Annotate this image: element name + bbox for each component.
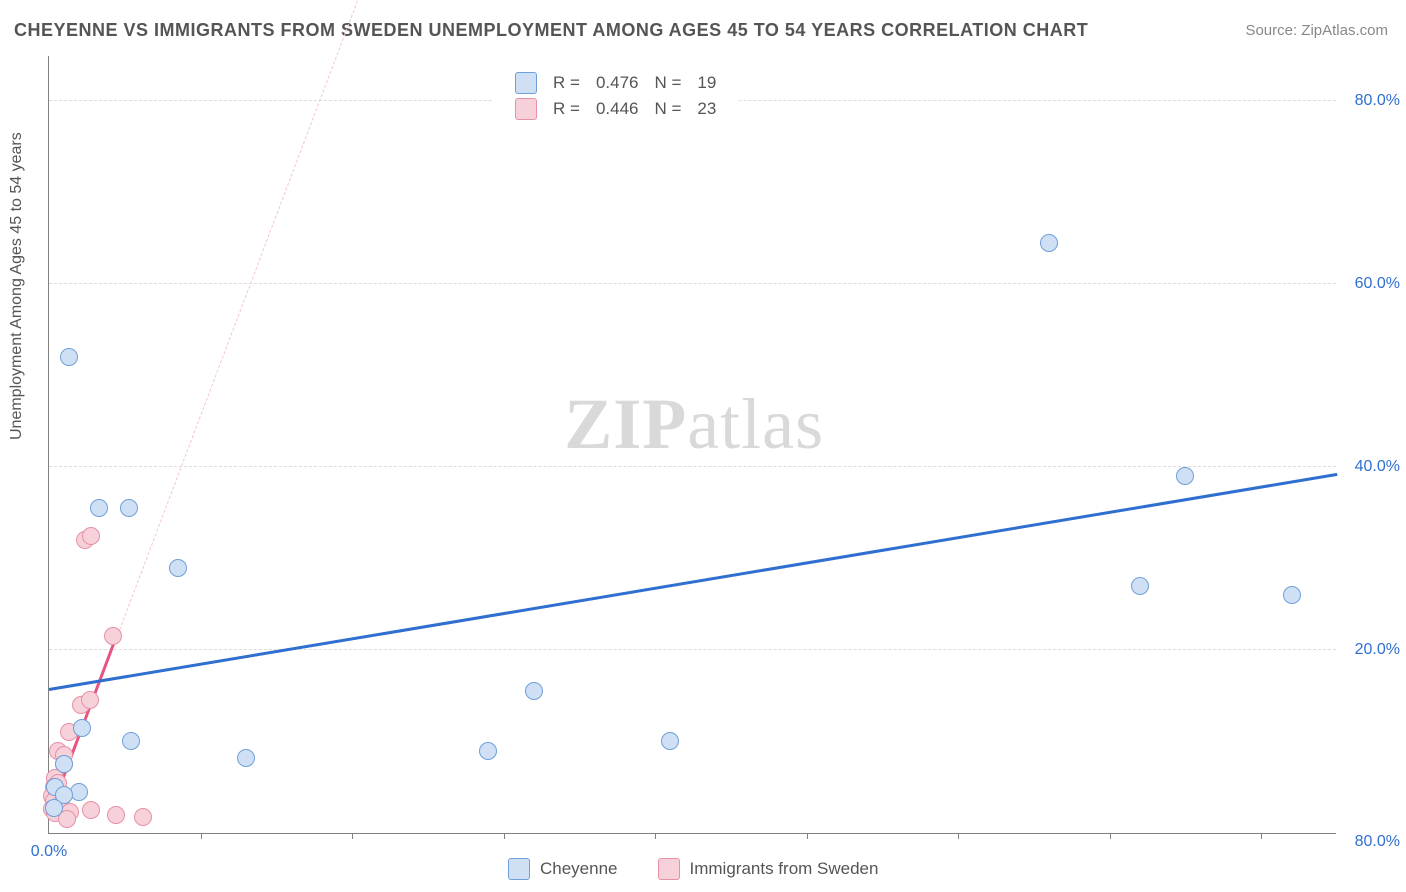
scatter-point [70,783,88,801]
x-tick [1261,833,1262,839]
x-tick [807,833,808,839]
scatter-point [479,742,497,760]
gridline [49,283,1336,284]
legend-n-value: 19 [689,70,724,96]
y-tick-label: 60.0% [1340,275,1400,293]
gridline [49,649,1336,650]
scatter-point [1176,467,1194,485]
x-tick [1110,833,1111,839]
legend-n-label: N = [646,96,689,122]
legend-r-label: R = [545,70,588,96]
legend-swatch-icon [658,858,680,880]
scatter-point [1131,577,1149,595]
x-max-label: 80.0% [1340,833,1400,851]
legend-series-name: Cheyenne [540,859,618,879]
gridline [49,466,1336,467]
scatter-point [661,732,679,750]
legend-row: R =0.476N =19 [507,70,724,96]
y-axis-label: Unemployment Among Ages 45 to 54 years [8,132,26,440]
scatter-point [55,755,73,773]
x-tick-label: 0.0% [31,843,67,861]
scatter-point [122,732,140,750]
plot-area: ZIPatlas 20.0%40.0%60.0%80.0%0.0%80.0% [48,56,1336,834]
legend-r-label: R = [545,96,588,122]
legend-swatch-icon [515,72,537,94]
scatter-point [82,801,100,819]
y-tick-label: 80.0% [1340,92,1400,110]
scatter-point [82,527,100,545]
legend-series-name: Immigrants from Sweden [690,859,879,879]
scatter-point [1040,234,1058,252]
scatter-point [237,749,255,767]
correlation-legend: R =0.476N =19R =0.446N =23 [493,64,738,128]
legend-r-value: 0.476 [588,70,647,96]
legend-item: Immigrants from Sweden [658,858,879,880]
scatter-point [73,719,91,737]
legend-row: R =0.446N =23 [507,96,724,122]
scatter-point [1283,586,1301,604]
legend-n-label: N = [646,70,689,96]
x-tick [504,833,505,839]
scatter-point [60,348,78,366]
scatter-point [90,499,108,517]
scatter-point [169,559,187,577]
y-tick-label: 40.0% [1340,458,1400,476]
scatter-point [134,808,152,826]
x-tick [352,833,353,839]
source-attribution: Source: ZipAtlas.com [1245,22,1388,39]
scatter-point [45,799,63,817]
y-tick-label: 20.0% [1340,641,1400,659]
legend-r-value: 0.446 [588,96,647,122]
scatter-point [120,499,138,517]
legend-n-value: 23 [689,96,724,122]
legend-swatch-icon [515,98,537,120]
x-tick [655,833,656,839]
series-legend: Cheyenne Immigrants from Sweden [508,858,878,880]
scatter-point [525,682,543,700]
watermark-text: ZIPatlas [564,383,824,466]
trend-line [49,0,383,817]
legend-swatch-icon [508,858,530,880]
x-tick [958,833,959,839]
scatter-point [81,691,99,709]
chart-container: CHEYENNE VS IMMIGRANTS FROM SWEDEN UNEMP… [0,0,1406,892]
x-tick [201,833,202,839]
legend-item: Cheyenne [508,858,618,880]
chart-title: CHEYENNE VS IMMIGRANTS FROM SWEDEN UNEMP… [14,20,1088,41]
scatter-point [107,806,125,824]
scatter-point [104,627,122,645]
